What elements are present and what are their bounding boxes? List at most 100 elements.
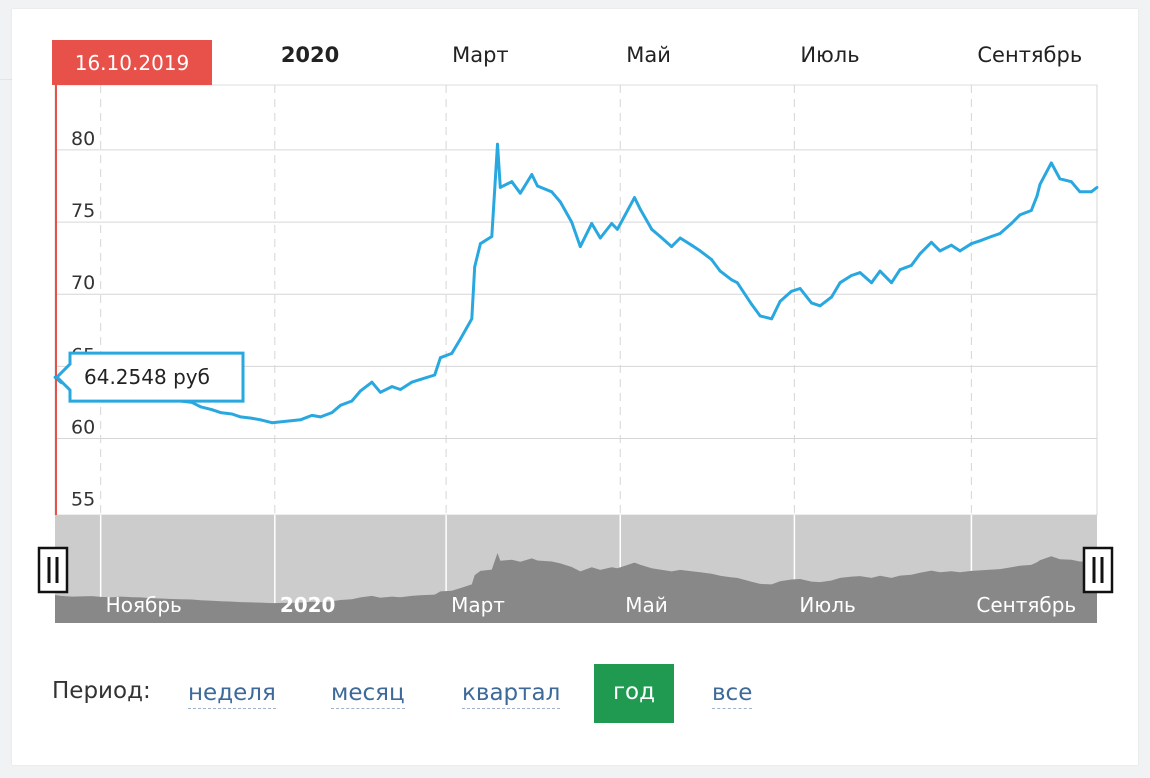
period-month-button[interactable]: месяц — [331, 678, 405, 709]
data-point — [1029, 209, 1033, 212]
data-point — [858, 271, 862, 274]
data-point — [219, 411, 223, 414]
plot-background — [54, 84, 1098, 516]
data-point — [1095, 186, 1099, 189]
data-point — [718, 269, 722, 273]
data-point — [798, 287, 802, 290]
data-point — [550, 190, 554, 194]
navigator-left-handle[interactable] — [37, 546, 69, 594]
data-point — [199, 405, 203, 409]
data-point — [750, 302, 753, 306]
data-point — [1049, 161, 1053, 165]
data-point — [633, 196, 636, 200]
data-point — [758, 314, 762, 318]
y-tick-label: 75 — [71, 200, 95, 222]
data-point — [390, 385, 394, 388]
handle-box — [37, 546, 69, 594]
data-point — [518, 191, 522, 195]
page-divider — [0, 79, 12, 80]
data-point — [710, 258, 713, 261]
data-point — [1078, 190, 1082, 194]
data-point — [450, 352, 454, 355]
navigator-right-handle[interactable] — [1082, 546, 1114, 594]
y-tick-label: 80 — [71, 128, 95, 150]
data-point — [918, 252, 922, 256]
data-point — [459, 337, 462, 341]
navigator[interactable]: Ноябрь 2020 Март Май Июль Сентябрь — [37, 515, 1114, 623]
data-point — [658, 235, 662, 238]
data-point — [678, 236, 682, 240]
period-week-button[interactable]: неделя — [188, 678, 276, 709]
x-tick-label: Март — [452, 43, 509, 67]
navigator-area — [55, 553, 1097, 623]
data-point — [530, 173, 534, 176]
period-all-button[interactable]: все — [712, 678, 753, 709]
data-point — [950, 243, 953, 247]
data-point — [638, 207, 642, 211]
data-point — [890, 281, 893, 285]
data-point — [419, 378, 422, 381]
data-point — [359, 389, 362, 393]
data-point — [690, 243, 693, 247]
data-point — [610, 222, 614, 225]
data-point — [379, 390, 382, 394]
navigator-label: Сентябрь — [976, 593, 1076, 617]
data-point — [818, 304, 822, 308]
navigator-label: Ноябрь — [106, 593, 182, 617]
navigator-label: 2020 — [280, 593, 336, 617]
cursor-value-label: 64.2548 руб — [84, 365, 210, 389]
cursor-value-tooltip — [54, 351, 245, 403]
data-point — [938, 249, 942, 253]
data-point — [930, 240, 933, 244]
data-point — [838, 281, 842, 285]
handle-box — [1082, 546, 1114, 594]
navigator-label: Июль — [799, 593, 855, 617]
data-point — [350, 399, 354, 403]
data-point — [730, 278, 733, 282]
navigator-label: Май — [625, 593, 668, 617]
data-point — [598, 236, 602, 240]
data-point — [479, 242, 482, 246]
data-point — [558, 200, 562, 204]
data-point — [570, 220, 574, 224]
data-point — [850, 274, 853, 277]
period-year-button[interactable]: год — [594, 664, 674, 723]
y-tick-label: 55 — [71, 489, 95, 511]
x-tick-label: 2020 — [281, 43, 339, 67]
data-point — [616, 227, 619, 231]
x-axis-labels: 2020 Март Май Июль Сентябрь — [281, 43, 1082, 67]
data-point — [650, 227, 654, 231]
data-point — [536, 184, 539, 188]
data-point — [590, 222, 594, 225]
period-quarter-button[interactable]: квартал — [462, 678, 561, 709]
cursor-date-label: 16.10.2019 — [75, 51, 190, 75]
data-point — [1018, 213, 1022, 217]
data-point — [998, 232, 1002, 236]
data-point — [1035, 194, 1039, 198]
period-label: Период: — [52, 678, 151, 704]
data-point — [270, 421, 274, 425]
data-point — [299, 418, 302, 422]
data-point — [1069, 180, 1073, 184]
data-point — [810, 301, 813, 305]
data-point — [770, 317, 773, 321]
plot-area — [54, 84, 1098, 516]
data-point — [878, 269, 882, 273]
data-point — [990, 235, 993, 238]
data-point — [698, 249, 702, 253]
x-tick-label: Сентябрь — [977, 43, 1082, 67]
data-point — [790, 289, 793, 293]
navigator-label: Март — [451, 593, 505, 617]
data-point — [958, 249, 962, 253]
data-point — [670, 245, 673, 249]
data-point — [330, 411, 334, 414]
y-tick-label: 70 — [71, 272, 95, 294]
period-selector: Период: неделя месяц квартал год все — [0, 664, 1150, 724]
data-point — [230, 412, 234, 416]
data-point — [1058, 177, 1062, 181]
data-point — [259, 418, 262, 422]
data-point — [830, 295, 833, 299]
data-point — [470, 317, 474, 321]
data-point — [735, 281, 739, 285]
